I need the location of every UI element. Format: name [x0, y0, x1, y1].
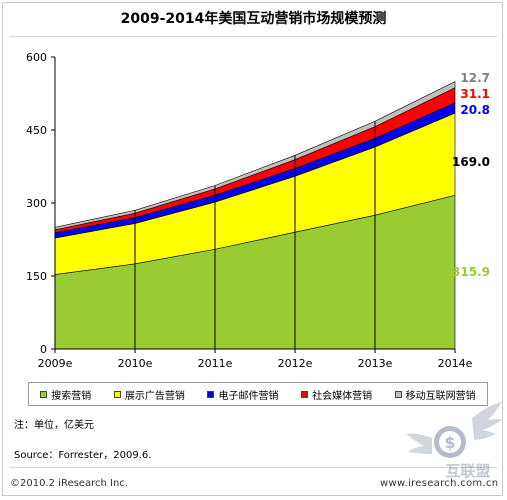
x-tick-label: 2010e — [118, 357, 153, 370]
copyright-text: ©2010.2 iResearch Inc. — [10, 478, 128, 489]
legend-swatch-mobile — [394, 390, 402, 398]
legend-swatch-search — [40, 390, 48, 398]
footer-divider — [10, 467, 497, 468]
x-tick-label: 2012e — [278, 357, 313, 370]
legend-label-display: 展示广告营销 — [124, 390, 185, 402]
x-tick-label: 2014e — [438, 357, 473, 370]
legend-item-search: 搜索营销 — [40, 387, 91, 402]
title-divider — [10, 36, 497, 37]
website-url: www.iresearch.com.cn — [380, 478, 499, 489]
end-label-mobile: 12.7 — [460, 71, 490, 85]
end-label-search: 315.9 — [452, 265, 490, 279]
y-tick-label: 450 — [26, 124, 47, 137]
watermark-text: 互联盟 — [445, 462, 490, 480]
area-chart: 0 150 300 450 600 2009e 2010e 2011e 2012e 2013e 20… — [26, 51, 490, 370]
y-tick-label: 300 — [26, 197, 47, 210]
legend-label-social: 社会媒体营销 — [312, 390, 373, 402]
x-tick-label: 2013e — [358, 357, 393, 370]
source-note: Source：Forrester，2009.6. — [14, 450, 152, 461]
legend-label-email: 电子邮件营销 — [218, 390, 279, 402]
legend-swatch-display — [113, 390, 121, 398]
y-tick-label: 600 — [26, 51, 47, 64]
y-tick-label: 150 — [26, 270, 47, 283]
svg-text:$: $ — [444, 433, 455, 452]
x-tick-label: 2011e — [198, 357, 233, 370]
legend-item-mobile: 移动互联网营销 — [394, 387, 476, 402]
legend-swatch-social — [301, 390, 309, 398]
legend-label-mobile: 移动互联网营销 — [405, 390, 476, 402]
y-tick-label: 0 — [40, 343, 47, 356]
watermark-logo-icon: $ 互联盟 — [406, 402, 502, 480]
legend-item-display: 展示广告营销 — [113, 387, 185, 402]
end-label-social: 31.1 — [460, 87, 490, 101]
x-tick-label: 2009e — [38, 357, 73, 370]
legend-swatch-email — [207, 390, 215, 398]
legend-item-email: 电子邮件营销 — [207, 387, 278, 402]
legend-item-social: 社会媒体营销 — [301, 387, 372, 402]
legend-label-search: 搜索营销 — [51, 390, 92, 402]
chart-legend: 搜索营销 展示广告营销 电子邮件营销 社会媒体营销 移动互联网营销 — [28, 382, 488, 406]
end-label-email: 20.8 — [460, 103, 490, 117]
end-label-display: 169.0 — [452, 155, 490, 169]
unit-note: 注：单位，亿美元 — [14, 420, 94, 431]
chart-title: 2009-2014年美国互动营销市场规模预测 — [120, 11, 387, 27]
